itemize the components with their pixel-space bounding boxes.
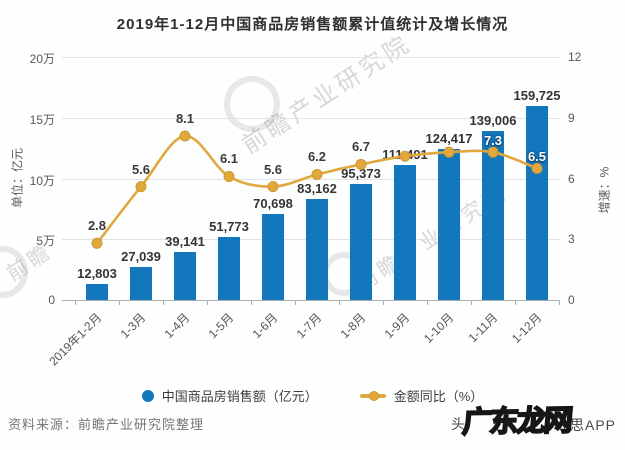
growth-value-label: 2.8: [87, 218, 107, 234]
left-axis-tick-label: 15万: [29, 113, 55, 127]
legend-label-growth: 金额同比（%）: [393, 389, 484, 404]
x-axis-tick: [515, 300, 516, 305]
sales-bar: [86, 284, 108, 300]
legend-item-sales[interactable]: 中国商品房销售额（亿元）: [141, 386, 318, 405]
x-category-label: 2019年1-2月: [46, 310, 105, 369]
x-axis-tick: [427, 300, 428, 305]
legend-label-sales: 中国商品房销售额（亿元）: [161, 389, 318, 404]
sales-bar: [350, 184, 372, 300]
y-gridline: [62, 57, 560, 58]
growth-value-label: 8.1: [175, 110, 195, 126]
sales-bar: [218, 237, 240, 300]
legend: 中国商品房销售额（亿元） 金额同比（%）: [0, 386, 625, 405]
left-axis-title: 单位：亿元: [10, 147, 25, 209]
bar-value-label: 27,039: [121, 249, 161, 265]
sales-bar: [262, 214, 284, 300]
x-axis-tick: [119, 300, 120, 305]
growth-value-label: 6.5: [527, 149, 547, 165]
bar-value-label: 70,698: [253, 196, 293, 212]
watermark-logo-circle: [0, 246, 28, 298]
bar-series-marker-icon: [141, 389, 154, 402]
chart-title: 2019年1-12月中国商品房销售额累计值统计及增长情况: [116, 16, 509, 33]
right-axis-title: 增速：%: [597, 166, 612, 214]
source-note: 资料来源：前瞻产业研究院整理: [8, 417, 205, 432]
bar-value-label: 51,773: [209, 219, 249, 235]
line-series-marker-icon: [359, 390, 386, 401]
bar-value-label: 95,373: [341, 166, 381, 182]
growth-line-point: [135, 181, 147, 193]
right-axis-tick-label: 12: [568, 50, 582, 64]
x-axis-tick: [559, 300, 560, 305]
x-axis-tick: [207, 300, 208, 305]
y-gridline: [62, 300, 560, 301]
x-axis-tick: [339, 300, 340, 305]
watermark-logo-circle: [224, 76, 280, 132]
bar-value-label: 39,141: [165, 234, 205, 250]
growth-line-point: [179, 130, 191, 142]
y-gridline: [62, 118, 560, 119]
right-axis-tick-label: 9: [568, 111, 575, 125]
x-axis-tick: [251, 300, 252, 305]
sales-bar: [306, 198, 328, 300]
x-axis-tick: [75, 300, 76, 305]
growth-value-label: 6.7: [351, 139, 371, 155]
x-axis-tick: [471, 300, 472, 305]
corner-watermark-text-right: 思APP: [570, 417, 617, 433]
x-axis-tick: [383, 300, 384, 305]
right-axis-tick-label: 3: [568, 232, 575, 246]
growth-value-label: 7.3: [483, 133, 503, 149]
sales-bar: [174, 252, 196, 300]
left-axis-tick-label: 10万: [29, 174, 55, 188]
growth-value-label: 5.6: [131, 161, 151, 177]
x-axis-tick: [295, 300, 296, 305]
right-axis-tick-label: 6: [568, 172, 575, 186]
corner-watermark-text-left: 头: [451, 416, 466, 432]
bar-value-label: 83,162: [297, 180, 337, 196]
x-axis-tick: [163, 300, 164, 305]
right-axis-tick-label: 0: [568, 293, 575, 307]
left-axis-tick-label: 20万: [29, 52, 55, 66]
bar-value-label: 12,803: [77, 266, 117, 282]
sales-bar: [394, 164, 416, 300]
legend-item-growth[interactable]: 金额同比（%）: [359, 386, 484, 405]
bar-value-label: 139,006: [469, 113, 517, 129]
sales-bar: [526, 105, 548, 300]
corner-logo-watermark: 广东龙网: [460, 404, 573, 440]
left-axis-tick-label: 0: [48, 293, 55, 307]
sales-bar: [482, 131, 504, 300]
bar-value-label: 159,725: [513, 87, 561, 103]
sales-bar: [438, 148, 460, 300]
left-axis-tick-label: 5万: [36, 234, 55, 248]
sales-bar: [130, 267, 152, 300]
